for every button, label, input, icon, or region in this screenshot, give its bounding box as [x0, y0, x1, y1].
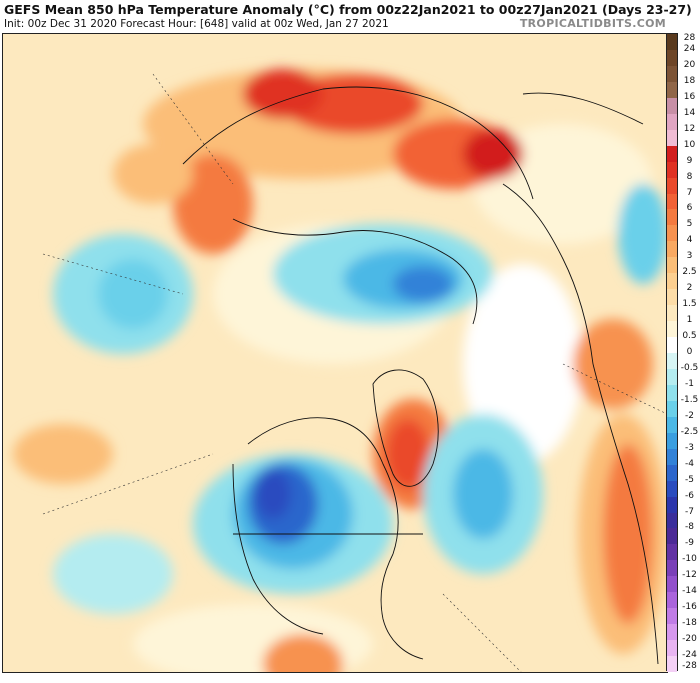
- colorbar-tick-label: 28: [683, 33, 696, 43]
- colorbar-swatch: [667, 305, 677, 322]
- colorbar-swatch: [667, 113, 677, 131]
- colorbar-tick-label: 3: [686, 251, 693, 262]
- colorbar-tick-label: -24: [682, 650, 697, 661]
- colorbar-swatch: [667, 225, 677, 242]
- colorbar-swatch: [667, 289, 677, 306]
- colorbar-tick-label: 9: [686, 155, 693, 166]
- colorbar-swatch: [667, 592, 677, 609]
- colorbar-tick-label: -10: [682, 554, 697, 565]
- colorbar-swatch: [667, 368, 677, 386]
- colorbar-swatch: [667, 496, 677, 513]
- colorbar-tick-label: -12: [682, 570, 697, 581]
- colorbar-tick-label: -3: [685, 442, 694, 453]
- colorbar-swatch: [667, 129, 677, 147]
- colorbar-swatch: [667, 448, 677, 466]
- colorbar-tick-label: -14: [682, 586, 697, 597]
- colorbar-tick-label: 7: [686, 187, 693, 198]
- colorbar-tick-label: 24: [683, 43, 696, 54]
- colorbar-swatch: [667, 464, 677, 482]
- map-subtitle: Init: 00z Dec 31 2020 Forecast Hour: [64…: [4, 18, 389, 30]
- coastlines: [182, 86, 659, 665]
- colorbar-tick-label: -7: [685, 506, 694, 517]
- colorbar-tick-label: 16: [683, 91, 696, 102]
- colorbar-tick-label: -9: [685, 538, 694, 549]
- colorbar-tick-label: -6: [685, 490, 694, 501]
- graticule: [42, 73, 667, 672]
- colorbar-tick-label: -4: [685, 458, 694, 469]
- colorbar-tick-label: 1.5: [682, 299, 697, 310]
- colorbar-swatch: [667, 257, 677, 274]
- colorbar-swatch: [667, 480, 677, 498]
- colorbar-tick-label: -18: [682, 618, 697, 629]
- colorbar-tick-label: 6: [686, 203, 693, 214]
- colorbar-swatch: [667, 177, 677, 194]
- colorbar-swatch: [667, 81, 677, 99]
- colorbar-tick-label: 1: [686, 315, 693, 326]
- colorbar-tick-label: 20: [683, 59, 696, 70]
- colorbar-swatch: [667, 400, 677, 418]
- colorbar-swatch: [667, 656, 677, 673]
- colorbar-tick-label: -1: [685, 378, 694, 389]
- colorbar-tick-label: 5: [686, 219, 693, 230]
- colorbar-swatch: [667, 209, 677, 226]
- colorbar-tick-label: 0.5: [682, 331, 697, 342]
- anomaly-map: [2, 33, 668, 673]
- colorbar-swatch: [667, 512, 677, 529]
- colorbar-swatch: [667, 416, 677, 434]
- colorbar-swatch: [667, 241, 677, 258]
- colorbar-swatch: [667, 337, 677, 354]
- colorbar-tick-label: 2: [686, 283, 693, 294]
- colorbar-swatch: [667, 34, 677, 51]
- anomaly-field: [13, 69, 667, 672]
- colorbar-swatch: [667, 528, 677, 545]
- colorbar-tick-label: -20: [682, 634, 697, 645]
- colorbar-tick-label: 0: [686, 347, 693, 357]
- colorbar-swatch: [667, 608, 677, 625]
- colorbar-tick-label: -5: [685, 474, 694, 485]
- colorbar-tick-label: 12: [683, 123, 696, 134]
- colorbar-swatch: [667, 432, 677, 450]
- colorbar-swatch: [667, 161, 677, 179]
- colorbar-swatch: [667, 384, 677, 402]
- colorbar-tick-label: -2: [685, 410, 694, 421]
- colorbar-swatch: [667, 353, 677, 370]
- colorbar-swatch: [667, 321, 677, 338]
- colorbar-swatch: [667, 624, 677, 641]
- colorbar-tick-label: -8: [685, 522, 694, 533]
- colorbar-tick-label: 14: [683, 107, 696, 118]
- colorbar-swatch: [667, 97, 677, 115]
- colorbar: [666, 33, 678, 673]
- colorbar-swatch: [667, 640, 677, 657]
- colorbar-tick-label: -1.5: [680, 394, 699, 405]
- colorbar-tick-label: 2.5: [682, 267, 697, 278]
- colorbar-swatch: [667, 576, 677, 593]
- colorbar-tick-label: -16: [682, 602, 697, 613]
- colorbar-swatch: [667, 544, 677, 561]
- colorbar-tick-label: -28: [682, 661, 697, 671]
- colorbar-tick-label: -0.5: [680, 362, 699, 373]
- colorbar-swatch: [667, 49, 677, 67]
- brand-watermark[interactable]: TROPICALTIDBITS.COM: [519, 17, 666, 30]
- colorbar-tick-label: 4: [686, 235, 693, 246]
- colorbar-tick-label: 8: [686, 171, 693, 182]
- colorbar-swatch: [667, 560, 677, 577]
- map-title: GEFS Mean 850 hPa Temperature Anomaly (°…: [4, 2, 692, 17]
- colorbar-swatch: [667, 65, 677, 83]
- colorbar-tick-label: -2.5: [680, 426, 699, 437]
- colorbar-tick-label: 18: [683, 75, 696, 86]
- colorbar-swatch: [667, 273, 677, 290]
- colorbar-swatch: [667, 193, 677, 210]
- anomaly-map-canvas: [3, 34, 667, 672]
- colorbar-swatch: [667, 145, 677, 163]
- colorbar-tick-label: 10: [683, 139, 696, 150]
